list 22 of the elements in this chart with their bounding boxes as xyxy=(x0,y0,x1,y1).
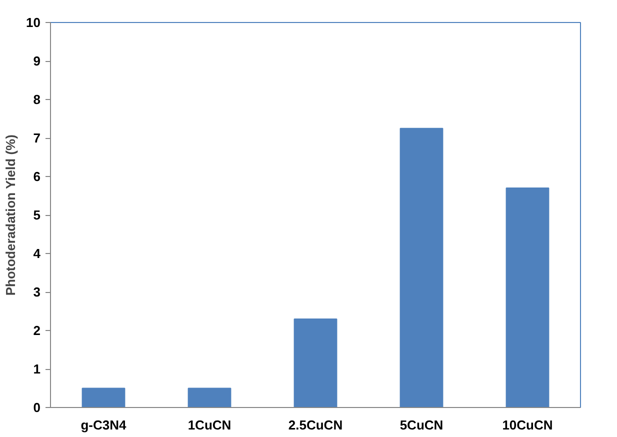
y-tick-label: 0 xyxy=(33,400,41,415)
y-tick-label: 7 xyxy=(33,130,41,146)
y-tick-label: 9 xyxy=(33,54,41,68)
x-tick-label: 5CuCN xyxy=(400,418,444,432)
y-tick-label: 1 xyxy=(33,362,41,376)
y-tick-label: 8 xyxy=(33,92,41,107)
x-tick-label: 2.5CuCN xyxy=(288,418,343,432)
y-tick-label: 2 xyxy=(33,323,41,338)
bar xyxy=(294,318,338,408)
bar xyxy=(188,388,232,408)
bar xyxy=(400,128,444,408)
x-tick-label: g-C3N4 xyxy=(80,418,128,432)
y-tick-label: 5 xyxy=(33,208,41,222)
x-tick-label: 10CuCN xyxy=(502,418,553,432)
y-tick-label: 3 xyxy=(33,284,41,300)
y-axis-title: Photoderadation Yield (%) xyxy=(3,134,18,296)
bar xyxy=(82,388,126,408)
y-tick-label: 10 xyxy=(26,15,41,30)
x-tick-label: 1CuCN xyxy=(188,418,232,432)
y-tick-label: 4 xyxy=(33,246,42,261)
bar xyxy=(506,188,550,408)
y-tick-label: 6 xyxy=(33,169,41,184)
